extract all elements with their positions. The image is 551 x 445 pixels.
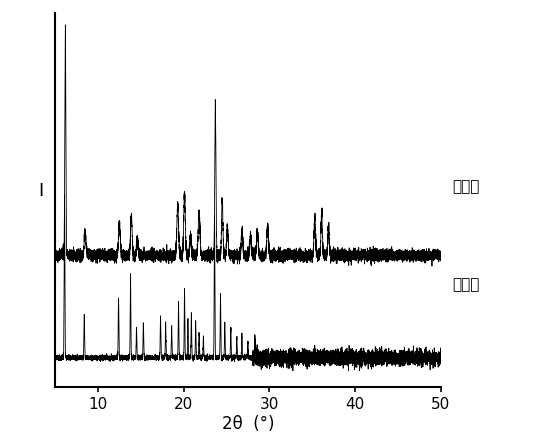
X-axis label: 2θ  (°): 2θ (°) xyxy=(222,415,274,433)
Y-axis label: I: I xyxy=(39,182,44,200)
Text: 理论值: 理论值 xyxy=(452,277,479,292)
Text: 实验值: 实验值 xyxy=(452,179,479,194)
